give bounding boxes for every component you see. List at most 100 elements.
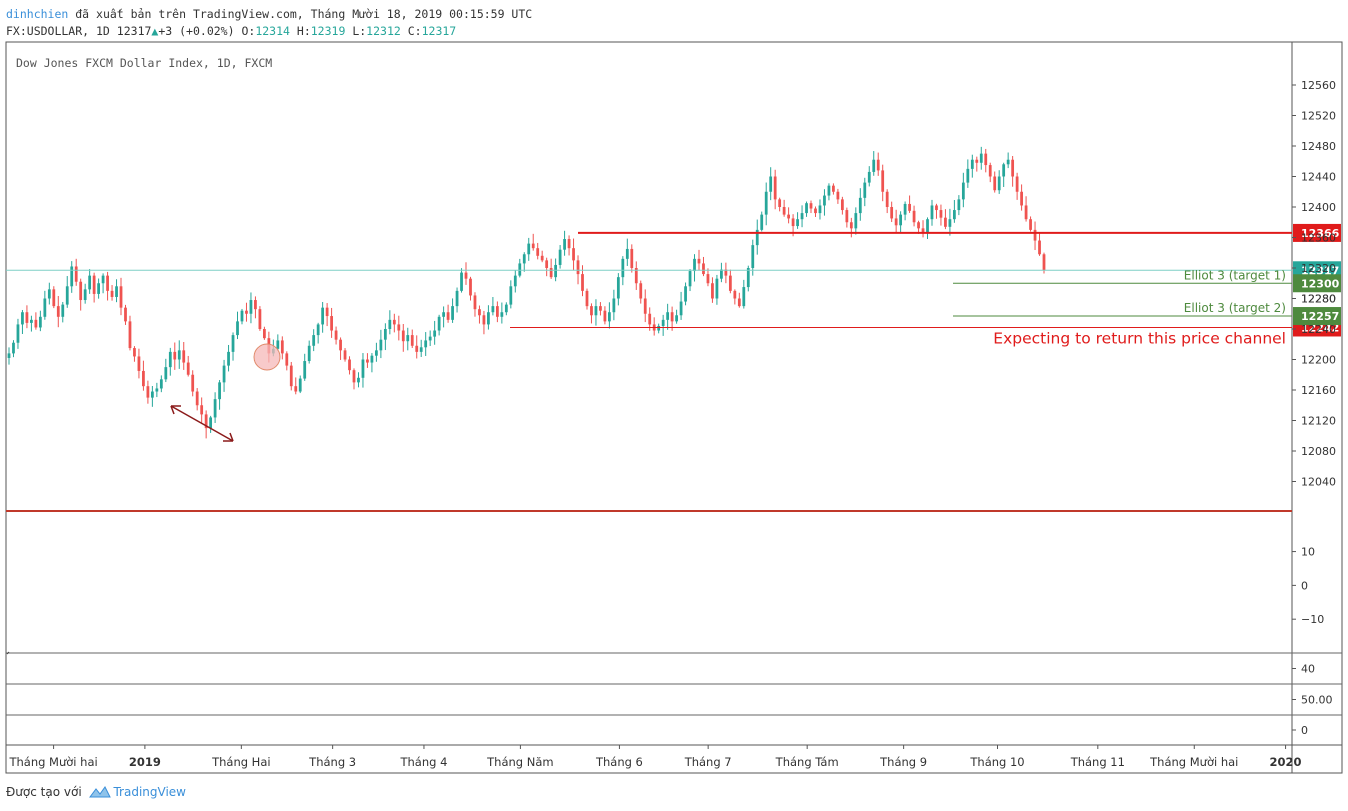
candle-body: [451, 306, 454, 320]
candle-body: [581, 274, 584, 291]
candle-body: [764, 191, 768, 215]
candle-body: [849, 222, 853, 229]
candle-body: [576, 260, 580, 275]
candle-body: [455, 290, 459, 307]
candle-body: [227, 351, 230, 366]
chart-frame: [5, 41, 1343, 774]
target2-label: Elliot 3 (target 2): [1184, 301, 1286, 315]
candle-body: [894, 218, 898, 226]
candle-body: [800, 213, 804, 220]
price-tick-label: 12400: [1301, 201, 1336, 214]
target1-price-tag: [1293, 274, 1341, 293]
candle-body: [388, 319, 392, 329]
candle-body: [634, 268, 638, 284]
open-label: O:: [241, 24, 256, 38]
price-tick-label: 12080: [1301, 445, 1336, 458]
open-value: 12314: [255, 24, 290, 38]
candle-body: [832, 185, 835, 192]
time-label: Tháng Hai: [211, 755, 271, 769]
candle-body: [321, 307, 325, 325]
last-price: 12317: [116, 24, 152, 38]
candle-body: [240, 310, 244, 322]
candle-body: [128, 321, 132, 349]
candle-body: [379, 339, 383, 351]
made-with-text: Được tạo với: [6, 785, 82, 799]
candle-body: [419, 347, 423, 352]
candle-body: [513, 275, 517, 287]
candle-body: [599, 306, 602, 311]
candles-layer: [7, 146, 1046, 439]
candle-body: [469, 278, 472, 296]
candle-body: [769, 176, 773, 192]
candle-body: [330, 316, 333, 331]
candle-body: [970, 159, 974, 169]
candle-body: [249, 300, 253, 314]
candle-body: [366, 359, 369, 363]
time-label: Tháng 10: [969, 755, 1024, 769]
candle-body: [146, 386, 150, 398]
candle-body: [133, 348, 136, 357]
candle-body: [711, 283, 714, 299]
candle-body: [845, 210, 849, 223]
candle-body: [370, 355, 374, 363]
candle-body: [236, 321, 239, 336]
candle-body: [827, 185, 831, 196]
candle-body: [975, 159, 979, 163]
pane4-tick-label: 50.00: [1301, 694, 1333, 707]
candle-body: [209, 417, 213, 429]
candle-body: [778, 199, 782, 207]
candle-body: [119, 286, 123, 308]
candle-body: [460, 272, 463, 291]
resistance-price-tag: [1293, 223, 1341, 242]
candle-body: [92, 275, 96, 294]
candle-body: [164, 367, 168, 380]
candle-body: [657, 325, 661, 331]
price-tick-label: 12240: [1301, 323, 1336, 336]
time-label: Tháng 7: [684, 755, 732, 769]
candle-body: [182, 350, 186, 363]
candle-body: [796, 219, 799, 227]
candle-body: [401, 330, 405, 342]
candle-body: [478, 309, 481, 316]
candle-body: [742, 287, 746, 307]
candle-body: [881, 170, 885, 192]
candle-body: [935, 205, 938, 211]
candle-body: [603, 310, 607, 322]
candle-body: [1011, 159, 1015, 177]
symbol-label: FX:USDOLLAR, 1D: [6, 24, 110, 38]
tradingview-logo-icon: [89, 786, 112, 798]
candle-body: [522, 254, 526, 264]
candle-body: [195, 391, 199, 406]
candle-body: [106, 275, 109, 291]
candle-body: [706, 274, 710, 284]
candle-body: [482, 315, 486, 325]
candle-body: [25, 312, 29, 323]
candle-body: [415, 345, 419, 352]
author-link[interactable]: dinhchien: [6, 7, 69, 21]
tradingview-brand-link[interactable]: TradingView: [113, 785, 186, 799]
candle-body: [124, 307, 127, 322]
candle-body: [608, 312, 611, 322]
time-label: 2019: [129, 755, 161, 769]
publish-line: dinhchien đã xuất bản trên TradingView.c…: [6, 6, 532, 23]
candle-body: [737, 298, 741, 307]
candle-body: [1042, 254, 1046, 271]
price-tick-label: 12040: [1301, 476, 1336, 489]
chart-border: [5, 41, 1343, 774]
candle-body: [531, 243, 535, 249]
candle-body: [697, 258, 701, 264]
candle-body: [61, 304, 65, 317]
candle-body: [684, 286, 687, 302]
candle-body: [876, 159, 880, 171]
price-tick-label: 12520: [1301, 110, 1336, 123]
candle-body: [222, 365, 226, 383]
price-tick-label: 12280: [1301, 293, 1336, 306]
candle-body: [348, 359, 351, 371]
candle-body: [536, 248, 540, 256]
candle-body: [392, 319, 396, 325]
candle-body: [885, 191, 889, 207]
candle-body: [867, 171, 871, 183]
candle-body: [437, 316, 441, 331]
candle-body: [110, 290, 114, 297]
candle-body: [142, 370, 145, 387]
